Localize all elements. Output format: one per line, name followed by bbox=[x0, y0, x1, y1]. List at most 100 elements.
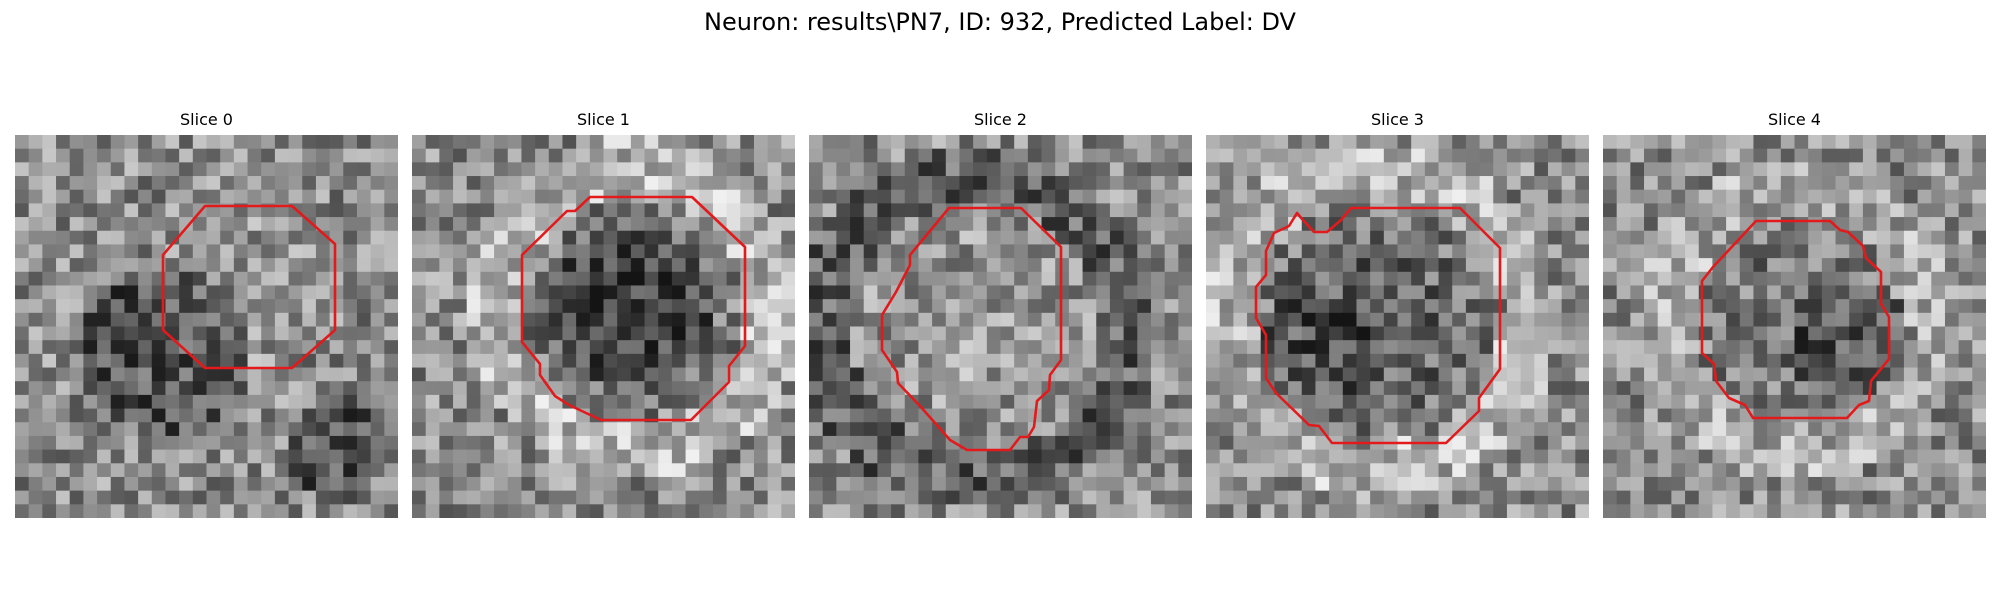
image-pixel bbox=[15, 326, 30, 341]
image-pixel bbox=[1849, 353, 1864, 369]
image-pixel bbox=[891, 326, 906, 341]
image-pixel bbox=[671, 162, 687, 177]
image-pixel bbox=[220, 504, 235, 518]
image-pixel bbox=[1411, 148, 1426, 163]
image-pixel bbox=[15, 408, 30, 423]
image-pixel bbox=[1849, 490, 1864, 505]
image-pixel bbox=[576, 176, 591, 191]
image-pixel bbox=[1671, 340, 1686, 355]
image-pixel bbox=[726, 135, 741, 150]
image-pixel bbox=[165, 203, 180, 218]
image-pixel bbox=[370, 230, 385, 246]
image-pixel bbox=[1096, 189, 1111, 204]
image-pixel bbox=[1903, 203, 1919, 218]
image-pixel bbox=[1808, 326, 1823, 341]
image-pixel bbox=[206, 381, 221, 396]
image-pixel bbox=[973, 490, 988, 505]
image-pixel bbox=[685, 271, 700, 287]
image-pixel bbox=[535, 463, 550, 478]
image-pixel bbox=[315, 285, 331, 300]
image-pixel bbox=[261, 422, 276, 437]
image-pixel bbox=[1849, 258, 1864, 273]
image-pixel bbox=[1370, 135, 1385, 150]
image-pixel bbox=[56, 422, 71, 437]
image-pixel bbox=[1465, 203, 1481, 218]
image-pixel bbox=[603, 230, 618, 246]
image-pixel bbox=[261, 135, 276, 150]
image-pixel bbox=[329, 285, 344, 300]
image-pixel bbox=[1657, 162, 1672, 177]
image-pixel bbox=[1890, 476, 1905, 492]
image-pixel bbox=[1383, 408, 1399, 423]
image-pixel bbox=[1356, 504, 1371, 518]
image-pixel bbox=[1794, 449, 1809, 464]
image-pixel bbox=[1233, 258, 1248, 273]
image-pixel bbox=[630, 381, 646, 396]
image-pixel bbox=[850, 162, 865, 177]
image-pixel bbox=[165, 176, 180, 191]
image-pixel bbox=[1835, 299, 1850, 314]
image-pixel bbox=[1657, 135, 1672, 150]
image-pixel bbox=[1753, 189, 1768, 204]
image-pixel bbox=[56, 176, 71, 191]
image-pixel bbox=[1055, 258, 1070, 273]
image-pixel bbox=[1603, 271, 1618, 287]
image-pixel bbox=[1233, 312, 1248, 328]
image-pixel bbox=[302, 408, 317, 423]
image-pixel bbox=[151, 367, 167, 382]
image-pixel bbox=[507, 326, 523, 341]
image-pixel bbox=[535, 162, 550, 177]
image-pixel bbox=[192, 394, 208, 410]
image-pixel bbox=[1671, 353, 1686, 369]
image-pixel bbox=[384, 340, 398, 355]
image-pixel bbox=[877, 394, 892, 410]
grayscale-pixel-grid bbox=[15, 135, 398, 518]
image-pixel bbox=[1753, 162, 1768, 177]
image-pixel bbox=[617, 463, 632, 478]
image-pixel bbox=[1000, 340, 1015, 355]
image-pixel bbox=[562, 422, 577, 437]
image-pixel bbox=[329, 217, 344, 232]
image-pixel bbox=[1068, 449, 1084, 464]
image-pixel bbox=[233, 381, 249, 396]
image-pixel bbox=[986, 504, 1002, 518]
image-pixel bbox=[192, 408, 208, 423]
image-pixel bbox=[1534, 463, 1549, 478]
image-pixel bbox=[1862, 476, 1878, 492]
image-pixel bbox=[384, 476, 398, 492]
image-pixel bbox=[1862, 258, 1878, 273]
image-pixel bbox=[1917, 258, 1932, 273]
image-pixel bbox=[233, 271, 249, 287]
image-pixel bbox=[1301, 230, 1317, 246]
image-pixel bbox=[124, 326, 139, 341]
image-pixel bbox=[589, 463, 605, 478]
image-pixel bbox=[891, 463, 906, 478]
image-pixel bbox=[15, 230, 30, 246]
image-pixel bbox=[671, 258, 687, 273]
image-pixel bbox=[1972, 217, 1986, 232]
image-pixel bbox=[1479, 203, 1494, 218]
image-pixel bbox=[370, 353, 385, 369]
image-pixel bbox=[1424, 230, 1440, 246]
image-pixel bbox=[1068, 367, 1084, 382]
image-pixel bbox=[1274, 326, 1289, 341]
image-pixel bbox=[1917, 381, 1932, 396]
image-pixel bbox=[42, 258, 57, 273]
image-pixel bbox=[28, 435, 43, 451]
image-pixel bbox=[1137, 162, 1152, 177]
image-pixel bbox=[904, 367, 920, 382]
image-pixel bbox=[548, 258, 564, 273]
image-pixel bbox=[630, 490, 646, 505]
image-pixel bbox=[1247, 162, 1262, 177]
image-pixel bbox=[28, 340, 43, 355]
image-pixel bbox=[1301, 394, 1317, 410]
image-pixel bbox=[1014, 176, 1029, 191]
image-pixel bbox=[904, 176, 920, 191]
image-pixel bbox=[356, 340, 372, 355]
image-pixel bbox=[658, 490, 673, 505]
image-pixel bbox=[1630, 299, 1645, 314]
image-pixel bbox=[1726, 203, 1741, 218]
image-pixel bbox=[1712, 504, 1727, 518]
image-pixel bbox=[343, 422, 358, 437]
image-pixel bbox=[261, 176, 276, 191]
